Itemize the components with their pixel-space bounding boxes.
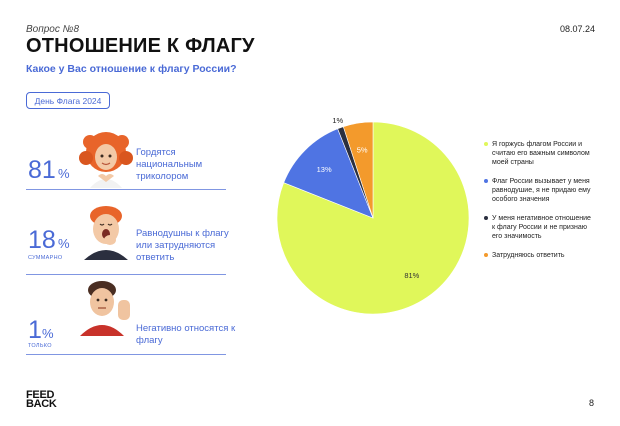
feedback-logo: FEED BACK <box>26 391 57 409</box>
legend-swatch <box>484 179 488 183</box>
legend-label: Я горжусь флагом России и считаю его важ… <box>492 141 590 166</box>
legend-label: Затрудняюсь ответить <box>492 252 565 259</box>
slice-data-label: 1% <box>332 116 343 125</box>
legend-label: Флаг России вызывает у меня равнодушие, … <box>492 178 591 203</box>
legend-item: Затрудняюсь ответить <box>484 251 594 260</box>
legend-label: У меня негативное отношение к флагу Росс… <box>492 215 591 240</box>
chart-legend: Я горжусь флагом России и считаю его важ… <box>484 140 594 270</box>
legend-swatch <box>484 216 488 220</box>
logo-line: BACK <box>26 400 57 409</box>
slice-data-label: 81% <box>404 271 419 280</box>
legend-swatch <box>484 142 488 146</box>
slice-data-label: 5% <box>357 146 368 155</box>
page-number: 8 <box>589 398 594 408</box>
slice-data-label: 13% <box>317 165 332 174</box>
legend-item: Я горжусь флагом России и считаю его важ… <box>484 140 594 167</box>
legend-swatch <box>484 253 488 257</box>
legend-item: У меня негативное отношение к флагу Росс… <box>484 214 594 241</box>
legend-item: Флаг России вызывает у меня равнодушие, … <box>484 177 594 204</box>
